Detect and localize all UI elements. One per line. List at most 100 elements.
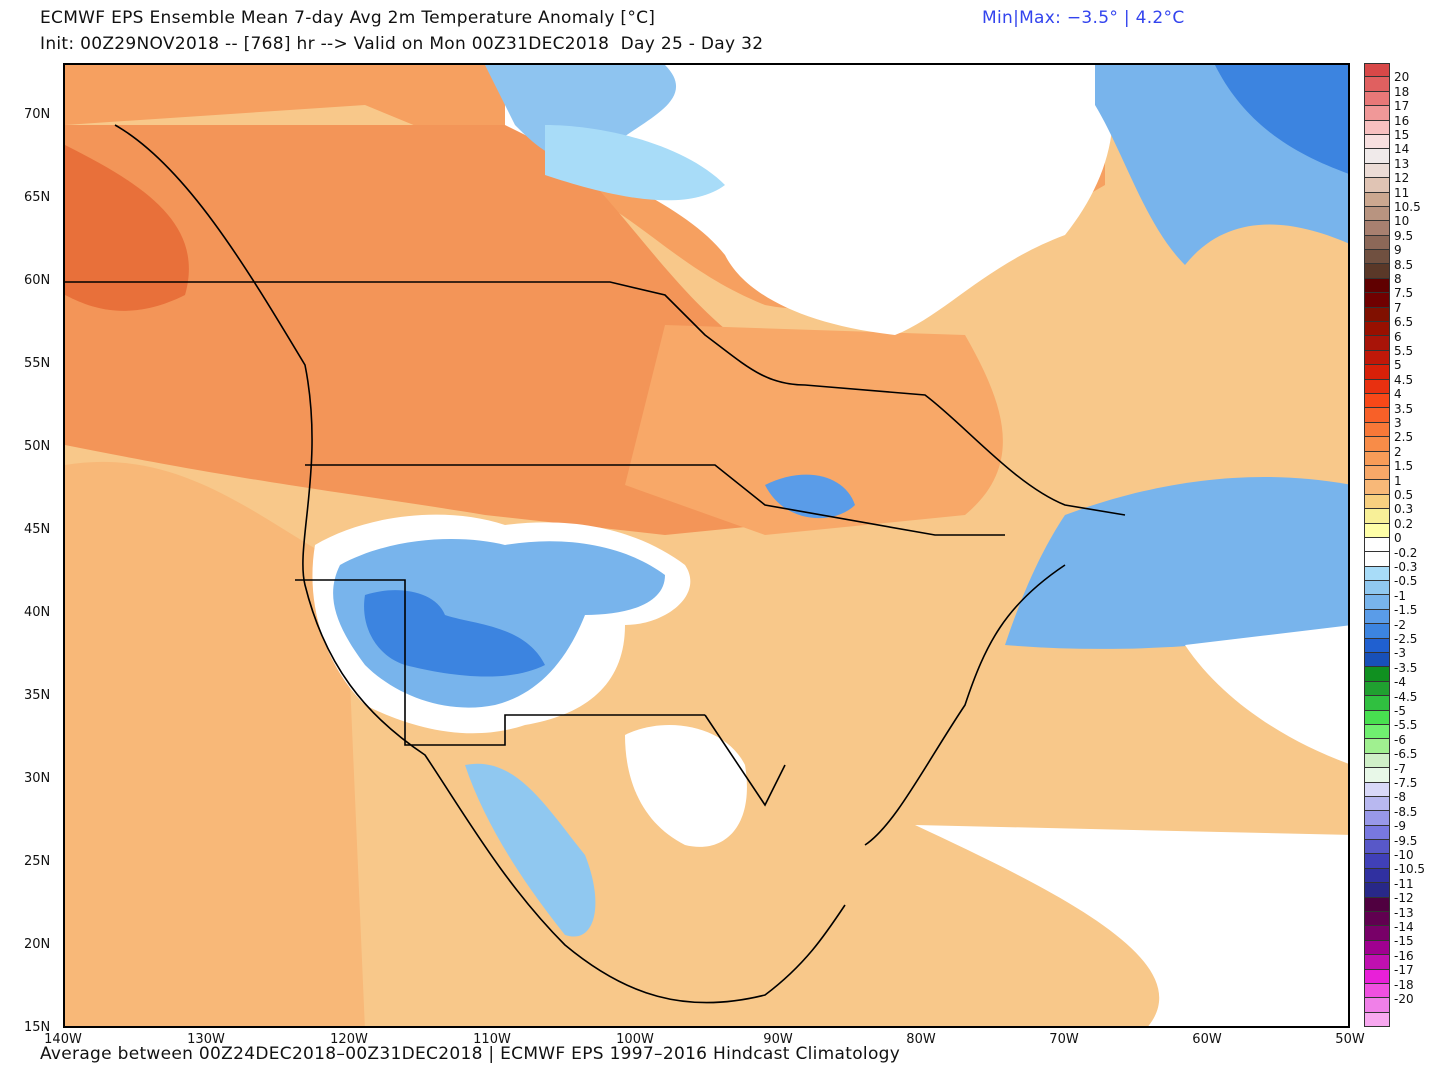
color-scale-label: 6.5	[1394, 315, 1414, 330]
color-scale-swatch	[1364, 278, 1390, 294]
pacific-coastline	[114, 124, 846, 1004]
color-scale-swatch	[1364, 940, 1390, 956]
color-scale-label: -12	[1394, 891, 1414, 906]
color-scale-label: -8.5	[1394, 804, 1418, 819]
color-scale-label: 11	[1394, 185, 1410, 200]
color-scale-swatch	[1364, 710, 1390, 725]
color-scale-label: 14	[1394, 142, 1410, 157]
color-scale-swatch	[1364, 235, 1390, 251]
color-scale-swatch	[1364, 681, 1390, 697]
min-max-readout: Min|Max: −3.5° | 4.2°C	[982, 8, 1185, 28]
color-scale-swatch	[1364, 393, 1390, 409]
great-lakes-cold	[765, 474, 855, 519]
color-scale-swatch	[1364, 134, 1390, 150]
color-scale-label: -2	[1394, 617, 1406, 632]
color-scale-swatch	[1364, 768, 1390, 783]
color-scale-label: 6	[1394, 329, 1402, 344]
color-scale-swatch	[1364, 336, 1390, 351]
color-scale-label: -18	[1394, 977, 1414, 992]
color-scale-label: 13	[1394, 156, 1410, 171]
color-scale-label: 8	[1394, 272, 1402, 286]
color-scale-swatch	[1364, 897, 1390, 913]
color-scale-swatch	[1364, 509, 1390, 524]
color-scale-label: 1.5	[1394, 459, 1414, 474]
color-scale-label: 18	[1394, 84, 1410, 99]
color-scale-swatch	[1364, 638, 1390, 654]
atlantic-coastline	[864, 564, 1066, 846]
color-scale-swatch	[1364, 667, 1390, 682]
color-scale-label: -16	[1394, 948, 1414, 963]
color-scale-swatch	[1364, 480, 1390, 495]
color-scale-swatch	[1364, 322, 1390, 337]
color-scale-swatch	[1364, 494, 1390, 510]
color-scale-swatch	[1364, 379, 1390, 394]
color-scale-label: -3	[1394, 646, 1406, 661]
color-scale-label: 0.5	[1394, 488, 1414, 502]
color-scale-label: 15	[1394, 128, 1410, 142]
color-scale-label: -4.5	[1394, 689, 1418, 704]
color-scale-swatch	[1364, 653, 1390, 668]
color-scale-label: 10	[1394, 214, 1410, 229]
color-scale-label: -15	[1394, 934, 1414, 949]
longitude-label: 120W	[330, 1032, 368, 1047]
color-scale-swatch	[1364, 624, 1390, 639]
latitude-label: 30N	[24, 771, 51, 786]
longitude-label: 50W	[1335, 1032, 1365, 1047]
ontario-warm	[625, 325, 1003, 535]
borders	[65, 124, 1126, 1004]
longitude-label: 80W	[906, 1032, 936, 1047]
color-scale-label: 5	[1394, 358, 1402, 373]
color-scale-swatch	[1364, 724, 1390, 740]
color-scale-label: 10.5	[1394, 200, 1421, 214]
latitude-label: 50N	[24, 439, 51, 454]
caribbean-neutral	[915, 825, 1348, 1026]
color-scale-label: 12	[1394, 171, 1410, 186]
pacific-warm	[65, 461, 365, 1026]
color-scale-swatch	[1364, 537, 1390, 553]
color-scale-label: 7.5	[1394, 286, 1414, 301]
color-scale-swatch	[1364, 912, 1390, 927]
color-scale-swatch	[1364, 739, 1390, 754]
color-scale-swatch	[1364, 566, 1390, 582]
color-scale-swatch	[1364, 163, 1390, 179]
color-scale-swatch	[1364, 465, 1390, 481]
color-scale-label: -9	[1394, 819, 1406, 834]
color-scale-swatch	[1364, 883, 1390, 898]
color-scale-label: -11	[1394, 876, 1414, 891]
color-scale-swatch	[1364, 451, 1390, 466]
yukon-max	[65, 145, 189, 311]
us-canada-border	[65, 281, 1126, 516]
latitude-label: 20N	[24, 937, 51, 952]
latitude-label: 15N	[24, 1020, 51, 1035]
color-scale-label: -13	[1394, 905, 1414, 920]
color-scale-label: -8	[1394, 790, 1406, 805]
color-scale-swatch	[1364, 969, 1390, 984]
color-scale-swatch	[1364, 192, 1390, 207]
color-scale-swatch	[1364, 854, 1390, 869]
texas-border	[704, 714, 786, 807]
color-scale-swatch	[1364, 422, 1390, 438]
init-valid-line: Init: 00Z29NOV2018 -- [768] hr --> Valid…	[40, 34, 764, 54]
latitude-label: 40N	[24, 605, 51, 620]
color-scale-swatch	[1364, 840, 1390, 855]
anomaly-map	[63, 63, 1350, 1028]
color-scale-label: -2.5	[1394, 632, 1418, 646]
color-scale-swatch	[1364, 955, 1390, 970]
color-scale-swatch	[1364, 250, 1390, 265]
color-scale-label: -5.5	[1394, 718, 1418, 733]
longitude-label: 100W	[616, 1032, 654, 1047]
color-scale-label: 0.2	[1394, 516, 1414, 531]
color-scale-swatch	[1364, 293, 1390, 308]
mexico-cold	[465, 763, 596, 937]
color-scale-label: 3.5	[1394, 401, 1414, 416]
color-scale-swatch	[1364, 178, 1390, 193]
color-scale-label: -6.5	[1394, 747, 1418, 762]
longitude-label: 60W	[1192, 1032, 1222, 1047]
color-scale-swatch	[1364, 408, 1390, 423]
color-scale-label: -1	[1394, 588, 1406, 603]
color-scale-swatch	[1364, 595, 1390, 610]
color-scale-swatch	[1364, 552, 1390, 567]
color-scale-swatch	[1364, 1012, 1390, 1028]
southwest-core	[364, 590, 545, 677]
map-title: ECMWF EPS Ensemble Mean 7-day Avg 2m Tem…	[40, 8, 656, 28]
